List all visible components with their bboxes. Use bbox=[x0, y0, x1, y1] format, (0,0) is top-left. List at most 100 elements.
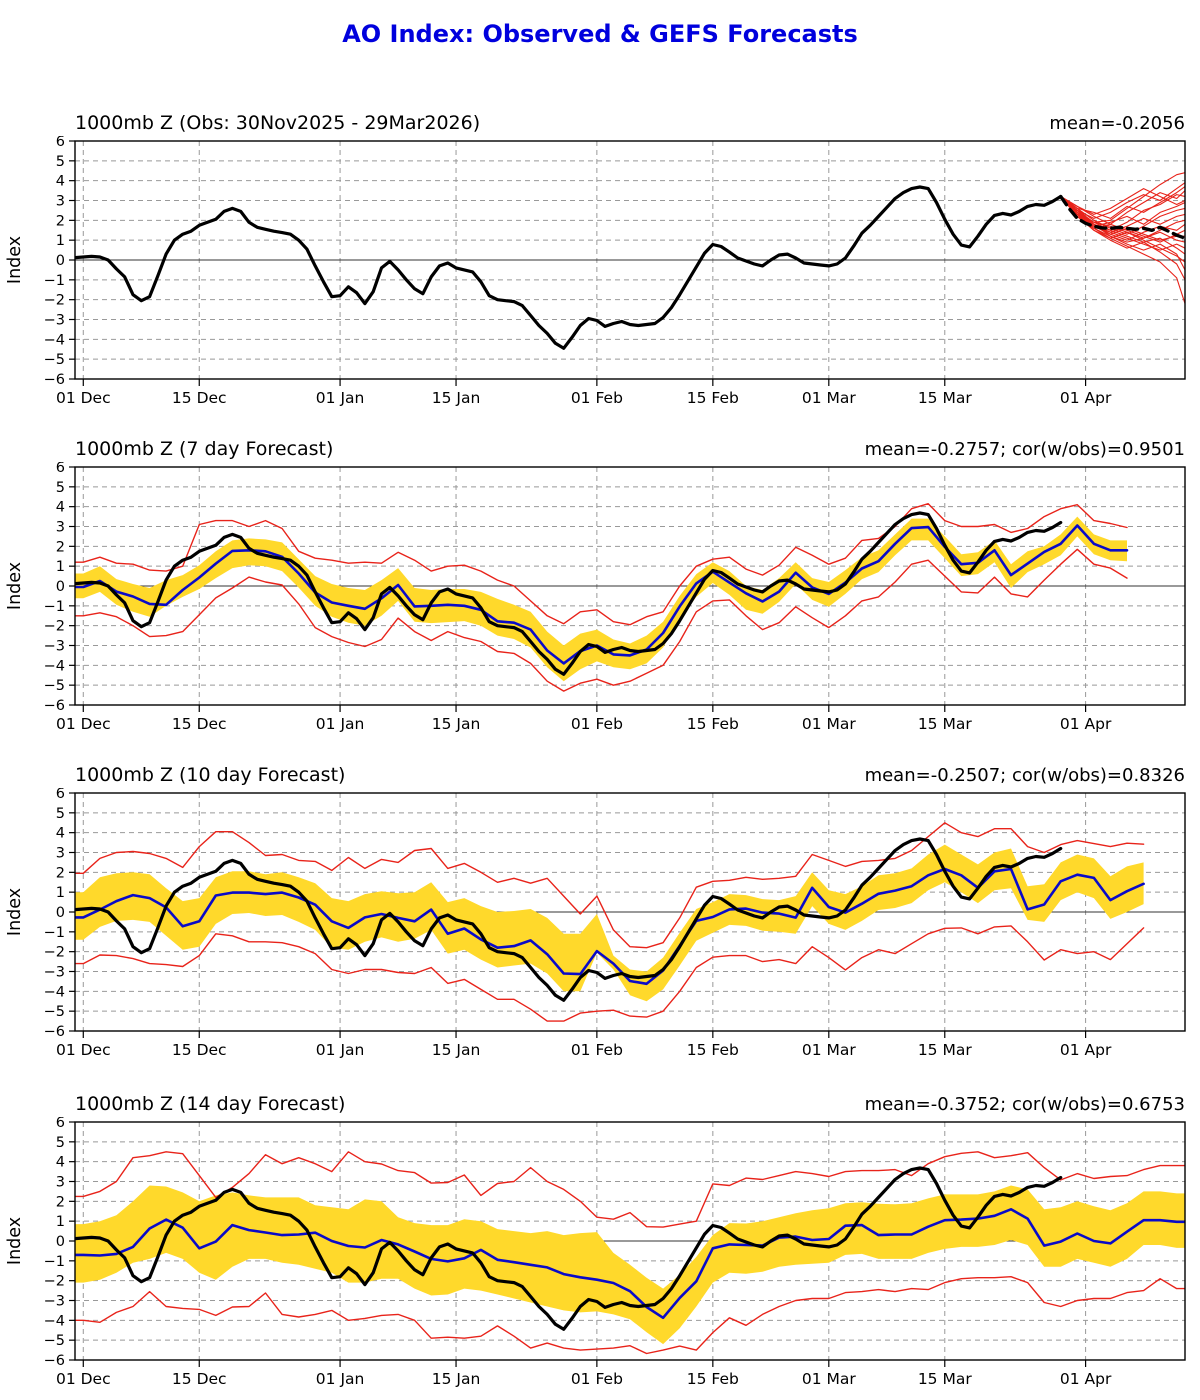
svg-text:01 Jan: 01 Jan bbox=[316, 1041, 365, 1059]
panel-stats: mean=-0.3752; cor(w/obs)=0.6753 bbox=[864, 1094, 1185, 1115]
y-axis-label: Index bbox=[5, 236, 25, 284]
svg-text:1: 1 bbox=[56, 233, 65, 249]
svg-text:01 Mar: 01 Mar bbox=[802, 1370, 857, 1388]
svg-text:0: 0 bbox=[56, 579, 65, 595]
svg-text:01 Dec: 01 Dec bbox=[56, 715, 111, 733]
axis-labels: −6 −5 −4 −3 −2 −1 0 1 2 3 4 5 6 01 Dec 15 Dec 01 Jan 15 … bbox=[44, 460, 1112, 733]
observed bbox=[75, 1166, 1063, 1331]
panel-observed: 1000mb Z (Obs: 30Nov2025 - 29Mar2026) me… bbox=[0, 112, 1200, 412]
svg-text:−1: −1 bbox=[44, 1254, 65, 1270]
svg-text:2: 2 bbox=[56, 1194, 65, 1210]
panel-header: 1000mb Z (14 day Forecast) mean=-0.3752;… bbox=[75, 1093, 1185, 1115]
series-group bbox=[75, 1151, 1185, 1355]
ensemble-mean bbox=[1058, 194, 1185, 240]
envelope-lower bbox=[75, 925, 1145, 1022]
panel-stats: mean=-0.2507; cor(w/obs)=0.8326 bbox=[864, 765, 1185, 786]
svg-text:−4: −4 bbox=[44, 1313, 65, 1329]
spread-band bbox=[75, 844, 1144, 1002]
observed bbox=[75, 511, 1063, 676]
panel-title: 1000mb Z (7 day Forecast) bbox=[75, 438, 334, 460]
panel-stats: mean=-0.2056 bbox=[1049, 113, 1185, 134]
svg-text:−1: −1 bbox=[44, 273, 65, 289]
panel-header: 1000mb Z (Obs: 30Nov2025 - 29Mar2026) me… bbox=[75, 112, 1185, 134]
svg-text:15 Jan: 15 Jan bbox=[432, 1370, 481, 1388]
svg-text:15 Feb: 15 Feb bbox=[687, 389, 739, 407]
chart-canvas: −6 −5 −4 −3 −2 −1 0 1 2 3 4 5 6 01 Dec 15 Dec 01 Jan 15 … bbox=[5, 786, 1186, 1059]
series-group bbox=[75, 503, 1129, 692]
svg-text:15 Feb: 15 Feb bbox=[687, 1041, 739, 1059]
panel-header: 1000mb Z (7 day Forecast) mean=-0.2757; … bbox=[75, 438, 1185, 460]
svg-text:5: 5 bbox=[56, 480, 65, 496]
svg-text:15 Jan: 15 Jan bbox=[432, 715, 481, 733]
svg-text:−6: −6 bbox=[44, 698, 65, 714]
axis-labels: −6 −5 −4 −3 −2 −1 0 1 2 3 4 5 6 01 Dec 15 Dec 01 Jan 15 … bbox=[44, 134, 1112, 407]
svg-text:−2: −2 bbox=[44, 945, 65, 961]
series-group bbox=[75, 822, 1145, 1022]
svg-text:3: 3 bbox=[56, 1175, 65, 1191]
svg-text:6: 6 bbox=[56, 1117, 65, 1131]
svg-text:15 Mar: 15 Mar bbox=[918, 1370, 973, 1388]
svg-text:−2: −2 bbox=[44, 293, 65, 309]
svg-text:15 Dec: 15 Dec bbox=[172, 1041, 227, 1059]
svg-text:−4: −4 bbox=[44, 332, 65, 348]
svg-text:−5: −5 bbox=[44, 1333, 65, 1349]
series-group bbox=[75, 172, 1185, 350]
svg-text:0: 0 bbox=[56, 905, 65, 921]
svg-text:01 Mar: 01 Mar bbox=[802, 1041, 857, 1059]
svg-text:15 Dec: 15 Dec bbox=[172, 389, 227, 407]
panel-14day-forecast: 1000mb Z (14 day Forecast) mean=-0.3752;… bbox=[0, 1093, 1200, 1393]
observed bbox=[75, 837, 1063, 1002]
svg-text:0: 0 bbox=[56, 1234, 65, 1250]
svg-text:−3: −3 bbox=[44, 965, 65, 981]
svg-text:01 Jan: 01 Jan bbox=[316, 715, 365, 733]
envelope-lower bbox=[75, 1275, 1185, 1355]
svg-text:01 Feb: 01 Feb bbox=[571, 389, 623, 407]
svg-text:1: 1 bbox=[56, 885, 65, 901]
panel-7day-forecast: 1000mb Z (7 day Forecast) mean=-0.2757; … bbox=[0, 438, 1200, 738]
svg-text:5: 5 bbox=[56, 1135, 65, 1151]
svg-text:−2: −2 bbox=[44, 1274, 65, 1290]
svg-text:01 Jan: 01 Jan bbox=[316, 1370, 365, 1388]
svg-text:01 Dec: 01 Dec bbox=[56, 389, 111, 407]
ensemble-members bbox=[1060, 172, 1185, 304]
svg-text:−5: −5 bbox=[44, 1004, 65, 1020]
svg-text:15 Mar: 15 Mar bbox=[918, 389, 973, 407]
svg-text:3: 3 bbox=[56, 194, 65, 210]
svg-text:15 Dec: 15 Dec bbox=[172, 715, 227, 733]
svg-text:1: 1 bbox=[56, 559, 65, 575]
gridlines bbox=[75, 141, 1185, 379]
svg-text:−1: −1 bbox=[44, 925, 65, 941]
svg-text:4: 4 bbox=[56, 1155, 65, 1171]
svg-text:−4: −4 bbox=[44, 658, 65, 674]
svg-text:01 Apr: 01 Apr bbox=[1060, 1041, 1112, 1059]
forecast-mean bbox=[75, 867, 1145, 986]
chart-canvas: −6 −5 −4 −3 −2 −1 0 1 2 3 4 5 6 01 Dec 15 Dec 01 Jan 15 … bbox=[5, 134, 1186, 407]
svg-text:15 Feb: 15 Feb bbox=[687, 715, 739, 733]
svg-text:2: 2 bbox=[56, 213, 65, 229]
svg-text:01 Mar: 01 Mar bbox=[802, 715, 857, 733]
svg-text:3: 3 bbox=[56, 520, 65, 536]
svg-text:−3: −3 bbox=[44, 313, 65, 329]
panel-title: 1000mb Z (Obs: 30Nov2025 - 29Mar2026) bbox=[75, 112, 481, 134]
svg-text:01 Feb: 01 Feb bbox=[571, 1041, 623, 1059]
svg-text:5: 5 bbox=[56, 806, 65, 822]
page-title: AO Index: Observed & GEFS Forecasts bbox=[342, 20, 858, 48]
svg-text:3: 3 bbox=[56, 846, 65, 862]
svg-text:−5: −5 bbox=[44, 678, 65, 694]
svg-text:01 Apr: 01 Apr bbox=[1060, 715, 1112, 733]
chart-canvas: −6 −5 −4 −3 −2 −1 0 1 2 3 4 5 6 01 Dec 15 Dec 01 Jan 15 … bbox=[5, 1115, 1186, 1388]
y-axis-label: Index bbox=[5, 888, 25, 936]
svg-text:4: 4 bbox=[56, 826, 65, 842]
svg-text:−3: −3 bbox=[44, 639, 65, 655]
svg-text:15 Jan: 15 Jan bbox=[432, 1041, 481, 1059]
panel-header: 1000mb Z (10 day Forecast) mean=-0.2507;… bbox=[75, 764, 1185, 786]
chart-canvas: −6 −5 −4 −3 −2 −1 0 1 2 3 4 5 6 01 Dec 15 Dec 01 Jan 15 … bbox=[5, 460, 1186, 733]
svg-text:4: 4 bbox=[56, 500, 65, 516]
panel-title: 1000mb Z (14 day Forecast) bbox=[75, 1093, 346, 1115]
svg-text:−6: −6 bbox=[44, 372, 65, 388]
panel-stats: mean=-0.2757; cor(w/obs)=0.9501 bbox=[864, 439, 1185, 460]
svg-text:5: 5 bbox=[56, 154, 65, 170]
svg-text:−1: −1 bbox=[44, 599, 65, 615]
envelope-lower bbox=[75, 548, 1128, 692]
svg-text:01 Jan: 01 Jan bbox=[316, 389, 365, 407]
